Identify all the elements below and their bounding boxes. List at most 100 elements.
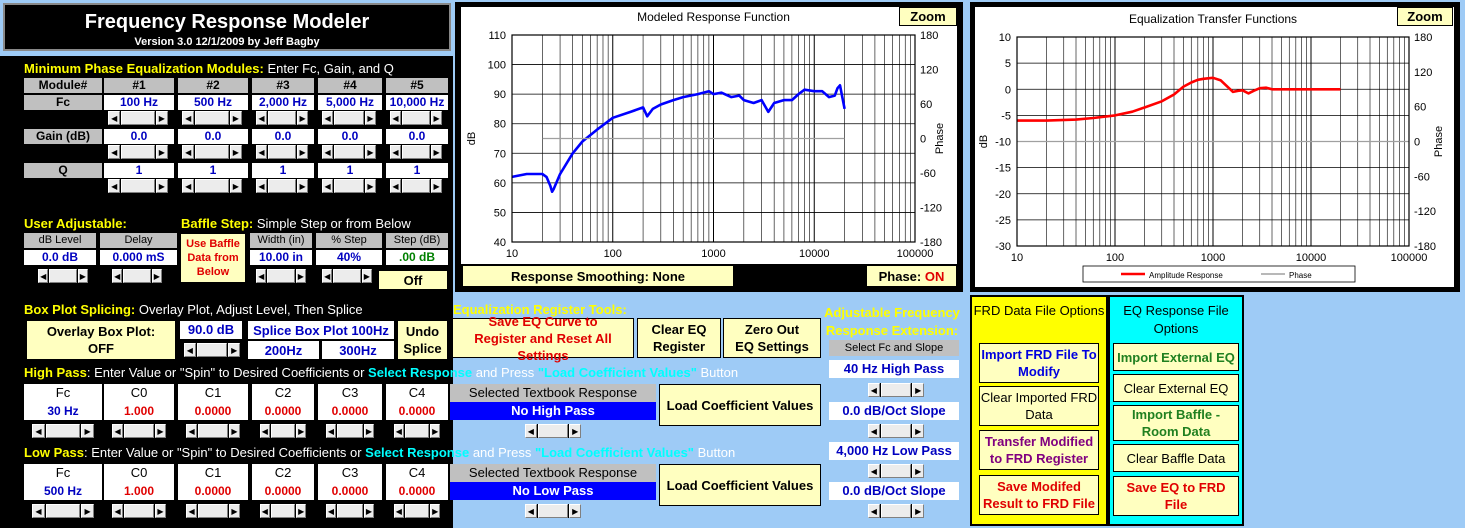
arrow-left-icon[interactable]: ◀: [32, 424, 45, 438]
low_pass-coef-spinner[interactable]: ◀ ▶: [112, 504, 166, 518]
fc-field[interactable]: 10,000 Hz: [386, 95, 448, 110]
arrow-left-icon[interactable]: ◀: [108, 111, 121, 125]
arrow-left-icon[interactable]: ◀: [182, 145, 195, 159]
arrow-left-icon[interactable]: ◀: [390, 179, 401, 193]
splice-300hz-button[interactable]: 300Hz: [321, 340, 395, 360]
lp-textbook-spinner[interactable]: ◀ ▶: [525, 504, 581, 518]
arrow-left-icon[interactable]: ◀: [256, 111, 267, 125]
low-slope-field[interactable]: 0.0 dB/Oct Slope: [829, 482, 959, 500]
arrow-left-icon[interactable]: ◀: [112, 269, 123, 283]
arrow-left-icon[interactable]: ◀: [394, 504, 404, 518]
arrow-left-icon[interactable]: ◀: [186, 424, 198, 438]
fc-field[interactable]: 100 Hz: [104, 95, 174, 110]
arrow-right-icon[interactable]: ▶: [364, 111, 376, 125]
arrow-left-icon[interactable]: ◀: [256, 179, 267, 193]
high_pass-coef-spinner[interactable]: ◀ ▶: [260, 424, 306, 438]
save-eq-curve-button[interactable]: Save EQ Curve to Register and Reset All …: [452, 314, 634, 363]
arrow-left-icon[interactable]: ◀: [38, 269, 49, 283]
arrow-left-icon[interactable]: ◀: [322, 145, 334, 159]
lp-textbook-select[interactable]: No Low Pass: [450, 482, 656, 500]
fc-spinner[interactable]: ◀ ▶: [322, 111, 376, 125]
arrow-left-icon[interactable]: ◀: [256, 145, 267, 159]
high_pass-coef-spinner[interactable]: ◀ ▶: [394, 424, 440, 438]
undo-splice-button[interactable]: Undo Splice: [397, 320, 448, 360]
arrow-right-icon[interactable]: ▶: [228, 343, 240, 357]
low_pass-coef-field[interactable]: 500 Hz: [24, 482, 102, 500]
import-baffle-room-button[interactable]: Import Baffle - Room Data: [1113, 405, 1239, 441]
low_pass-coef-spinner[interactable]: ◀ ▶: [394, 504, 440, 518]
clear-external-eq-button[interactable]: Clear External EQ: [1113, 374, 1239, 402]
splice-200hz-button[interactable]: 200Hz: [247, 340, 320, 360]
arrow-left-icon[interactable]: ◀: [112, 424, 124, 438]
transfer-frd-button[interactable]: Transfer Modified to FRD Register: [979, 430, 1099, 470]
high_pass-coef-field[interactable]: 1.000: [104, 402, 174, 420]
import-external-eq-button[interactable]: Import External EQ: [1113, 343, 1239, 371]
hp-textbook-spinner[interactable]: ◀ ▶: [525, 424, 581, 438]
box-level-spinner[interactable]: ◀ ▶: [184, 343, 240, 357]
low_pass-coef-spinner[interactable]: ◀ ▶: [260, 504, 306, 518]
q-field[interactable]: 1: [104, 163, 174, 178]
low-pass-extension-spinner[interactable]: ◀ ▶: [868, 464, 924, 478]
arrow-right-icon[interactable]: ▶: [155, 145, 169, 159]
chart2-zoom-button[interactable]: Zoom: [1397, 7, 1453, 26]
arrow-right-icon[interactable]: ▶: [81, 424, 94, 438]
high_pass-coef-field[interactable]: 30 Hz: [24, 402, 102, 420]
arrow-right-icon[interactable]: ▶: [229, 145, 243, 159]
arrow-left-icon[interactable]: ◀: [182, 179, 195, 193]
gain-field[interactable]: 0.0: [252, 129, 314, 144]
db-level-field[interactable]: 0.0 dB: [24, 250, 96, 265]
arrow-left-icon[interactable]: ◀: [182, 111, 195, 125]
q-spinner[interactable]: ◀ ▶: [322, 179, 376, 193]
arrow-right-icon[interactable]: ▶: [912, 424, 924, 438]
low_pass-coef-field[interactable]: 1.000: [104, 482, 174, 500]
arrow-right-icon[interactable]: ▶: [81, 504, 94, 518]
fc-spinner[interactable]: ◀ ▶: [108, 111, 169, 125]
high-slope-spinner[interactable]: ◀ ▶: [868, 424, 924, 438]
smoothing-button[interactable]: Response Smoothing: None: [462, 265, 734, 287]
hp-load-coefficients-button[interactable]: Load Coefficient Values: [659, 384, 821, 426]
arrow-right-icon[interactable]: ▶: [297, 179, 308, 193]
arrow-left-icon[interactable]: ◀: [186, 504, 198, 518]
import-frd-button[interactable]: Import FRD File To Modify: [979, 343, 1099, 383]
arrow-right-icon[interactable]: ▶: [912, 383, 924, 397]
high_pass-coef-spinner[interactable]: ◀ ▶: [186, 424, 240, 438]
arrow-right-icon[interactable]: ▶: [431, 111, 442, 125]
width-spinner[interactable]: ◀ ▶: [256, 269, 307, 283]
clear-eq-register-button[interactable]: Clear EQ Register: [637, 318, 721, 358]
arrow-left-icon[interactable]: ◀: [326, 424, 336, 438]
q-spinner[interactable]: ◀ ▶: [390, 179, 442, 193]
arrow-right-icon[interactable]: ▶: [364, 424, 374, 438]
low_pass-coef-field[interactable]: 0.0000: [318, 482, 382, 500]
overlay-box-plot-button[interactable]: Overlay Box Plot: OFF: [26, 320, 176, 360]
save-eq-to-frd-button[interactable]: Save EQ to FRD File: [1113, 476, 1239, 516]
arrow-right-icon[interactable]: ▶: [364, 504, 374, 518]
arrow-right-icon[interactable]: ▶: [912, 504, 924, 518]
high-pass-extension-field[interactable]: 40 Hz High Pass: [829, 360, 959, 378]
arrow-left-icon[interactable]: ◀: [326, 504, 336, 518]
q-spinner[interactable]: ◀ ▶: [108, 179, 169, 193]
low-pass-extension-field[interactable]: 4,000 Hz Low Pass: [829, 442, 959, 460]
arrow-left-icon[interactable]: ◀: [184, 343, 196, 357]
delay-spinner[interactable]: ◀ ▶: [112, 269, 163, 283]
gain-spinner[interactable]: ◀ ▶: [322, 145, 376, 159]
gain-spinner[interactable]: ◀ ▶: [108, 145, 169, 159]
arrow-left-icon[interactable]: ◀: [525, 424, 537, 438]
fc-field[interactable]: 500 Hz: [178, 95, 248, 110]
arrow-left-icon[interactable]: ◀: [525, 504, 537, 518]
high_pass-coef-field[interactable]: 0.0000: [252, 402, 314, 420]
q-spinner[interactable]: ◀ ▶: [182, 179, 243, 193]
arrow-right-icon[interactable]: ▶: [154, 424, 166, 438]
delay-field[interactable]: 0.000 mS: [100, 250, 177, 265]
phase-toggle-button[interactable]: Phase: ON: [866, 265, 957, 287]
arrow-right-icon[interactable]: ▶: [569, 504, 581, 518]
high_pass-coef-spinner[interactable]: ◀ ▶: [326, 424, 374, 438]
save-frd-button[interactable]: Save Modifed Result to FRD File: [979, 475, 1099, 515]
arrow-right-icon[interactable]: ▶: [912, 464, 924, 478]
gain-field[interactable]: 0.0: [318, 129, 382, 144]
arrow-left-icon[interactable]: ◀: [390, 111, 401, 125]
arrow-left-icon[interactable]: ◀: [322, 269, 333, 283]
high_pass-coef-field[interactable]: 0.0000: [318, 402, 382, 420]
fc-field[interactable]: 2,000 Hz: [252, 95, 314, 110]
arrow-right-icon[interactable]: ▶: [431, 145, 442, 159]
arrow-left-icon[interactable]: ◀: [322, 179, 334, 193]
